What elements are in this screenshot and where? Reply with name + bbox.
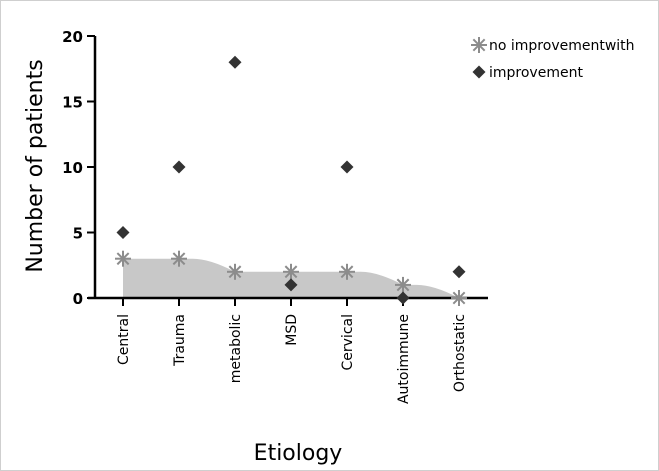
y-tick-label: 15 <box>62 94 83 112</box>
legend-label-improvement: improvement <box>489 65 583 81</box>
point-no-improvement <box>115 250 131 267</box>
point-improvement <box>396 291 410 305</box>
legend-asterisk-icon <box>471 37 487 53</box>
point-improvement <box>452 265 466 279</box>
labels-layer: 0 5 10 15 20 Central Trauma metabolic MSD Cervica… <box>62 28 468 404</box>
y-tick-label: 5 <box>73 225 83 243</box>
x-tick-label: Central <box>116 314 132 365</box>
point-no-improvement <box>395 276 411 293</box>
x-tick-label: Trauma <box>172 314 188 367</box>
x-tick-label: metabolic <box>228 314 244 383</box>
legend: no improvementwith improvement <box>471 37 635 81</box>
legend-label-no-improvement: no improvementwith <box>489 38 635 54</box>
y-axis-title: Number of patients <box>23 59 48 272</box>
x-tick-label: Autoimmune <box>396 314 412 404</box>
point-no-improvement <box>339 263 355 280</box>
x-tick-label: Cervical <box>340 314 356 371</box>
point-no-improvement <box>171 250 187 267</box>
point-improvement <box>172 160 186 174</box>
point-improvement <box>228 55 242 69</box>
legend-item-no-improvement: no improvementwith <box>471 37 635 54</box>
legend-diamond-icon <box>472 65 486 79</box>
legend-item-improvement: improvement <box>472 65 583 81</box>
legend-diamond-mark <box>472 65 486 79</box>
point-no-improvement <box>227 263 243 280</box>
point-improvement <box>340 160 354 174</box>
axes-layer <box>87 35 488 306</box>
x-tick-label: MSD <box>284 314 300 346</box>
point-improvement <box>284 278 298 292</box>
y-tick-label: 0 <box>73 290 83 308</box>
y-tick-label: 20 <box>62 28 83 46</box>
point-no-improvement <box>451 290 467 306</box>
point-no-improvement <box>283 263 299 280</box>
x-axis-title: Etiology <box>254 441 343 466</box>
marks-layer <box>115 55 467 306</box>
x-tick-label: Orthostatic <box>452 314 468 392</box>
legend-asterisk-mark <box>471 37 487 53</box>
point-improvement <box>116 226 130 239</box>
y-tick-label: 10 <box>62 159 83 177</box>
